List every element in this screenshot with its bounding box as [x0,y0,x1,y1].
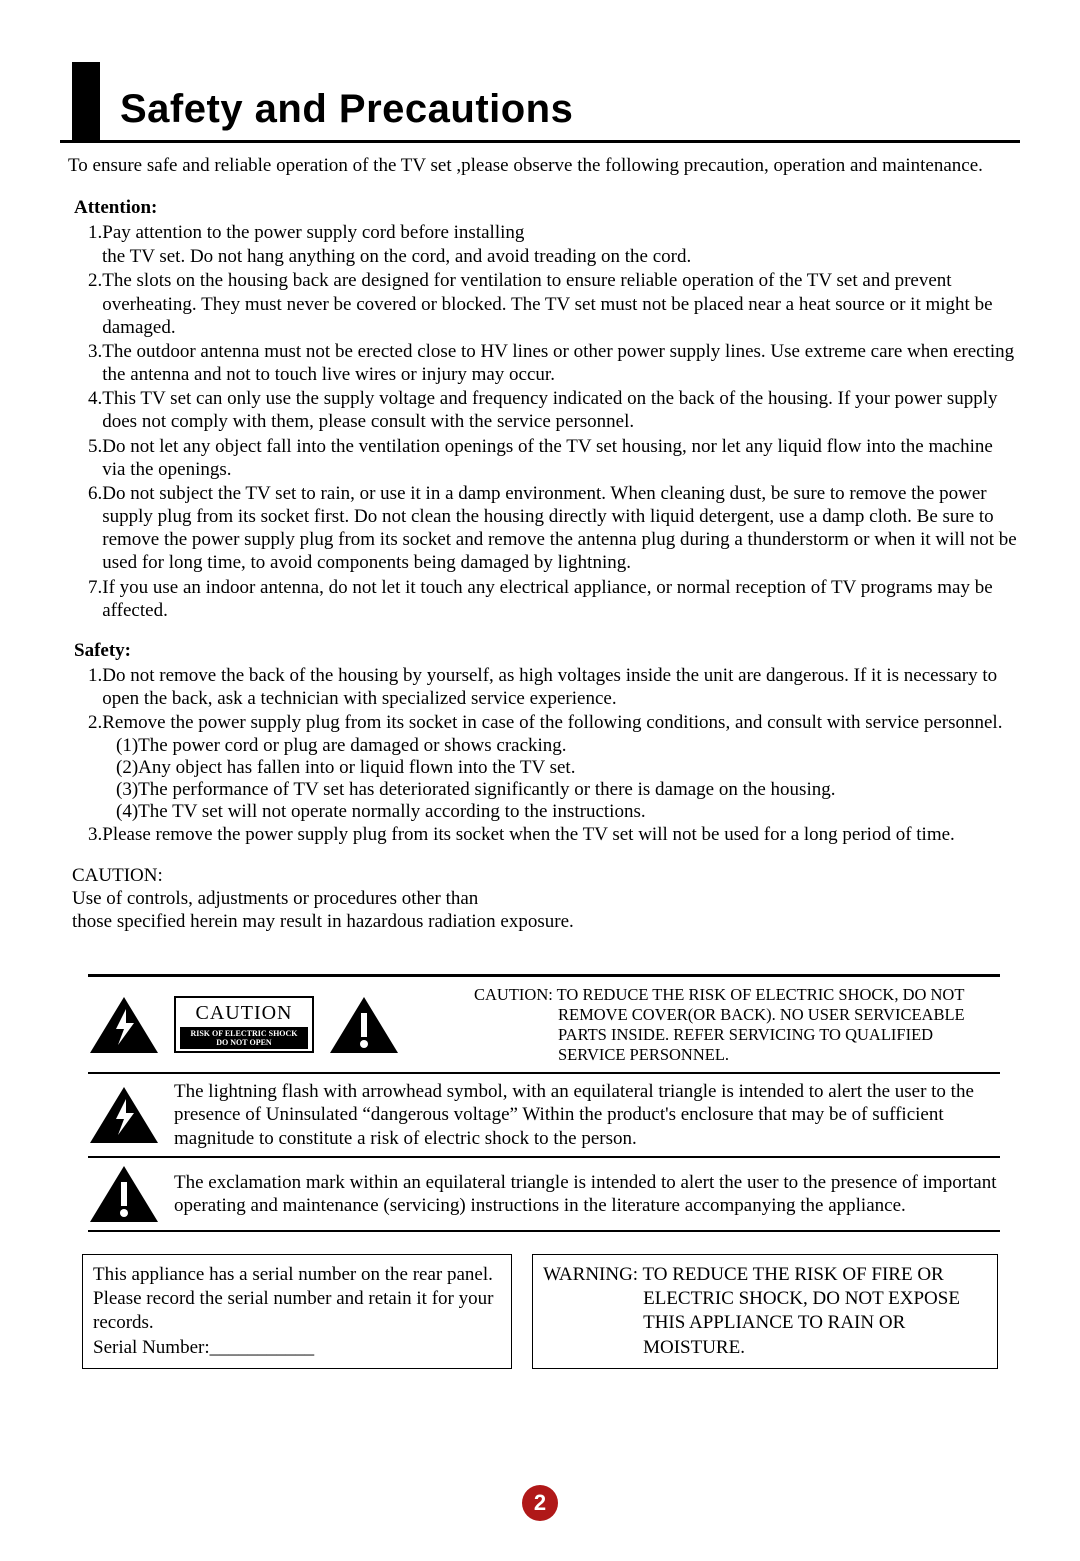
exclamation-triangle-icon [328,995,400,1055]
symbol-row-lightning: The lightning flash with arrowhead symbo… [88,1074,1000,1158]
caution-box-main: CAUTION [180,1002,308,1025]
safety-item: 3.Please remove the power supply plug fr… [88,823,1020,846]
attention-item: 7. If you use an indoor antenna, do not … [88,576,1020,622]
attention-item: 2.The slots on the housing back are desi… [88,269,1020,339]
attention-item-text: Do not subject the TV set to rain, or us… [102,482,1020,575]
attention-item-text: If you use an indoor antenna, do not let… [102,576,1020,622]
attention-item: 4.This TV set can only use the supply vo… [88,387,1020,433]
safety-item-text: Do not remove the back of the housing by… [102,664,1020,710]
bottom-boxes: This appliance has a serial number on th… [82,1254,998,1369]
caution-box-sub: RISK OF ELECTRIC SHOCK DO NOT OPEN [180,1027,308,1049]
serial-number-box: This appliance has a serial number on th… [82,1254,512,1369]
safety-item-text: Remove the power supply plug from its so… [102,711,1020,734]
exclamation-description: The exclamation mark within an equilater… [174,1171,1000,1217]
caution-line: Use of controls, adjustments or procedur… [72,888,478,909]
attention-item-text: Pay attention to the power supply cord b… [102,221,1020,244]
caution-right-text: CAUTION: TO REDUCE THE RISK OF ELECTRIC … [474,985,1000,1064]
safety-item-text: Please remove the power supply plug from… [102,823,1020,846]
caution-box: CAUTION RISK OF ELECTRIC SHOCK DO NOT OP… [174,996,314,1053]
page-title: Safety and Precautions [120,87,573,138]
safety-list: 1.Do not remove the back of the housing … [88,664,1020,847]
safety-sublist: (1)The power cord or plug are damaged or… [116,735,1020,823]
intro-text: To ensure safe and reliable operation of… [68,155,1020,177]
safety-subitem: (4)The TV set will not operate normally … [116,801,1020,823]
attention-item: 3.The outdoor antenna must not be erecte… [88,340,1020,386]
lightning-triangle-icon [88,995,160,1055]
serial-number-label: Serial Number:___________ [93,1337,314,1358]
symbol-table: CAUTION RISK OF ELECTRIC SHOCK DO NOT OP… [88,974,1000,1232]
page-number: 2 [522,1485,558,1521]
attention-item-text: The outdoor antenna must not be erected … [102,340,1020,386]
attention-item-text: The slots on the housing back are design… [102,269,1020,339]
attention-item: 6. Do not subject the TV set to rain, or… [88,482,1020,575]
safety-item: 2.Remove the power supply plug from its … [88,711,1020,734]
caution-heading: CAUTION: [72,865,1020,887]
safety-subitem: (2)Any object has fallen into or liquid … [116,757,1020,779]
safety-item: 1.Do not remove the back of the housing … [88,664,1020,710]
warning-box: WARNING: TO REDUCE THE RISK OF FIRE OR E… [532,1254,998,1369]
symbol-row-caution: CAUTION RISK OF ELECTRIC SHOCK DO NOT OP… [88,977,1000,1074]
title-block: Safety and Precautions [60,60,1020,143]
caution-text: Use of controls, adjustments or procedur… [72,887,1020,935]
exclamation-triangle-icon [88,1164,160,1224]
attention-item-text: This TV set can only use the supply volt… [102,387,1020,433]
attention-item-text: Do not let any object fall into the vent… [102,435,1020,481]
page-number-container: 2 [0,1485,1080,1521]
attention-list: 1.Pay attention to the power supply cord… [88,221,1020,622]
warning-box-text: WARNING: TO REDUCE THE RISK OF FIRE OR E… [543,1263,987,1360]
symbol-row-exclamation: The exclamation mark within an equilater… [88,1158,1000,1232]
safety-subitem: (1)The power cord or plug are damaged or… [116,735,1020,757]
caution-line: those specified herein may result in haz… [72,911,574,932]
lightning-description: The lightning flash with arrowhead symbo… [174,1080,1000,1150]
attention-item: 5. Do not let any object fall into the v… [88,435,1020,481]
caution-box-sub-line: DO NOT OPEN [216,1038,271,1047]
safety-subitem: (3)The performance of TV set has deterio… [116,779,1020,801]
attention-item-text: the TV set. Do not hang anything on the … [102,245,1020,268]
attention-item-cont: the TV set. Do not hang anything on the … [102,245,1020,268]
lightning-triangle-icon [88,1085,160,1145]
attention-item: 1.Pay attention to the power supply cord… [88,221,1020,244]
serial-box-text: This appliance has a serial number on th… [93,1264,493,1334]
safety-heading: Safety: [74,640,1020,662]
title-accent-bar [72,62,100,140]
caution-box-sub-line: RISK OF ELECTRIC SHOCK [190,1029,297,1038]
attention-heading: Attention: [74,197,1020,219]
caution-right-content: CAUTION: TO REDUCE THE RISK OF ELECTRIC … [474,985,1000,1064]
